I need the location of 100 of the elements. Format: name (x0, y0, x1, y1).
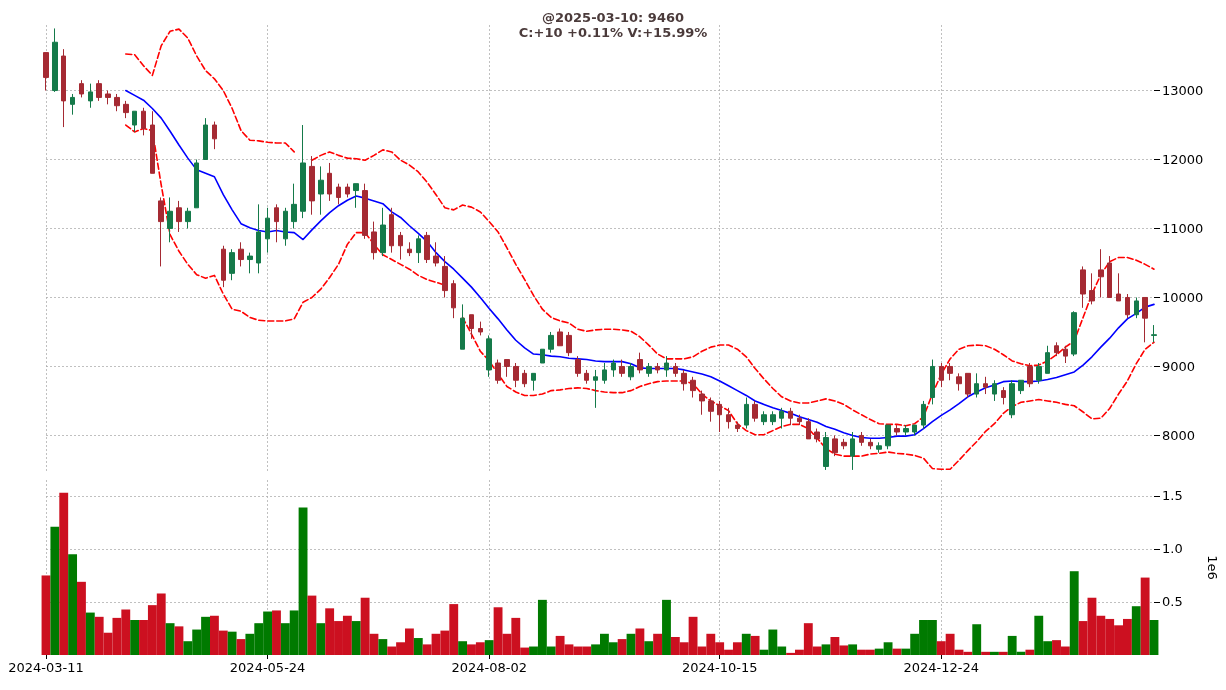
y-tick-label: 12000 (1162, 152, 1204, 168)
candlestick (637, 352, 643, 374)
candlestick (584, 369, 589, 385)
candlestick (88, 83, 93, 109)
candlestick (433, 241, 439, 267)
candlestick (646, 362, 652, 378)
y-tick-label: 1.0 (1162, 541, 1183, 557)
candlestick (345, 183, 350, 198)
y-tick-label: 9000 (1162, 358, 1196, 374)
candlestick (451, 279, 456, 319)
bar (972, 624, 982, 655)
candlestick (158, 196, 164, 267)
candlestick (1071, 310, 1077, 357)
candlestick (407, 241, 412, 257)
y-tick-label: 10000 (1162, 289, 1204, 305)
candlestick (43, 52, 49, 92)
y-tick-label: 0.5 (1162, 594, 1183, 610)
candlestick (1009, 379, 1015, 419)
candlestick (655, 362, 660, 374)
candlestick (522, 369, 527, 388)
bar (236, 639, 246, 655)
bar (1069, 571, 1079, 655)
bar (981, 651, 991, 655)
candlestick (566, 331, 572, 357)
candlestick (353, 183, 359, 209)
candlestick (681, 369, 687, 392)
candlestick (1036, 362, 1042, 385)
x-tick-label: 2024-05-24 (229, 660, 306, 675)
candlestick (628, 362, 634, 381)
candlestick (318, 165, 324, 216)
candlestick (1045, 345, 1050, 374)
candlestick (256, 203, 261, 274)
candlestick (221, 245, 226, 288)
candlestick (424, 231, 430, 264)
candlestick (788, 407, 793, 426)
candlestick (823, 431, 829, 471)
candlestick (398, 231, 403, 261)
candlestick (442, 255, 448, 298)
candlestick (575, 355, 581, 378)
bar (174, 626, 184, 655)
candlestick (814, 428, 820, 443)
bar (644, 641, 654, 655)
candlestick (593, 369, 598, 409)
candlestick (974, 372, 979, 398)
bar (227, 631, 237, 655)
bar (635, 628, 645, 655)
candlestick (504, 359, 510, 378)
candlestick (96, 79, 102, 102)
candlestick (1018, 379, 1024, 395)
candlestick (673, 362, 678, 378)
candlestick (478, 321, 483, 336)
y-tick-label: 8000 (1162, 427, 1196, 443)
candlestick (79, 79, 84, 98)
candlestick (291, 183, 297, 229)
bar (1025, 649, 1035, 655)
bar (351, 621, 361, 655)
candlestick (947, 362, 953, 381)
x-tick-label: 2024-08-02 (451, 660, 527, 675)
candlestick (690, 376, 696, 398)
candlestick (540, 348, 545, 364)
candlestick (930, 359, 935, 405)
candlestick (992, 379, 997, 402)
candlestick (495, 359, 501, 385)
candlestick (770, 410, 776, 426)
candlestick (300, 124, 306, 219)
y-tick-label: 1.5 (1162, 488, 1183, 504)
candlestick (336, 183, 341, 205)
candlestick (531, 372, 536, 392)
chart-subtitle: C:+10 +0.11% V:+15.99% (518, 25, 708, 40)
candlestick (983, 376, 988, 395)
candlestick (229, 248, 235, 281)
candlestick (850, 431, 855, 471)
bar (68, 554, 78, 655)
candlestick (52, 27, 58, 93)
candlestick (1027, 362, 1033, 388)
candlestick (841, 438, 847, 450)
candlestick (735, 421, 740, 433)
candlestick (859, 431, 864, 447)
candlestick (894, 424, 900, 436)
candlestick (1080, 265, 1086, 309)
candlestick (141, 107, 146, 136)
candlestick (132, 110, 137, 133)
candlestick (1142, 296, 1148, 343)
bar (272, 610, 281, 655)
candlestick (956, 372, 962, 392)
candlestick (70, 93, 75, 116)
candlestick (832, 434, 838, 457)
bar (59, 492, 69, 655)
candlestick (460, 303, 465, 350)
bar (848, 644, 858, 655)
candlestick (1151, 324, 1157, 343)
candlestick (185, 207, 191, 229)
y-tick-label: 11000 (1162, 221, 1204, 236)
candlestick (797, 414, 802, 426)
bar (750, 635, 760, 655)
chart-title: @2025-03-10: 9460 (541, 10, 685, 25)
candlestick (548, 331, 554, 354)
candlestick (1125, 293, 1130, 319)
candlestick (309, 155, 315, 216)
candlestick (939, 362, 944, 388)
